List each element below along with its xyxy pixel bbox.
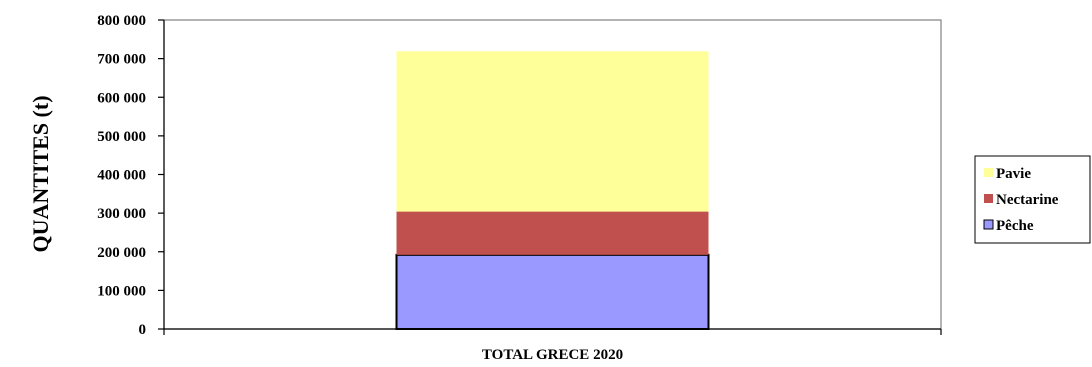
- y-tick-label: 600 000: [97, 90, 146, 106]
- y-tick-label: 500 000: [97, 129, 146, 145]
- y-tick-label: 300 000: [97, 206, 146, 222]
- legend-label: Nectarine: [996, 192, 1059, 208]
- y-tick-label: 400 000: [97, 168, 146, 184]
- legend-swatch: [984, 194, 993, 203]
- y-tick-label: 100 000: [97, 283, 146, 299]
- legend-label: Pavie: [996, 166, 1031, 182]
- y-axis: [158, 19, 165, 330]
- bar-segment-nectarine: [396, 211, 709, 255]
- y-tick-label: 0: [139, 322, 147, 338]
- x-tick-labels: TOTAL GRECE 2020: [482, 347, 623, 363]
- y-tick-label: 700 000: [97, 52, 146, 68]
- x-axis: [163, 328, 942, 335]
- legend: Pavie Nectarine Pêche: [974, 155, 1091, 244]
- legend-swatch: [983, 219, 994, 230]
- y-tick-label: 800 000: [97, 13, 146, 29]
- x-tick-label: TOTAL GRECE 2020: [482, 347, 623, 363]
- bar-segments: [395, 51, 710, 330]
- bar-segment-pavie: [396, 51, 709, 212]
- bar-segment-peche: [395, 253, 710, 330]
- y-tick-labels: 0 100 000 200 000 300 000 400 000 500 000 600 …: [97, 13, 146, 338]
- y-axis-title: QUANTITES (t): [28, 95, 53, 252]
- legend-swatch: [984, 168, 993, 177]
- legend-box: [974, 155, 1091, 244]
- y-tick-label: 200 000: [97, 245, 146, 261]
- legend-label: Pêche: [996, 218, 1034, 234]
